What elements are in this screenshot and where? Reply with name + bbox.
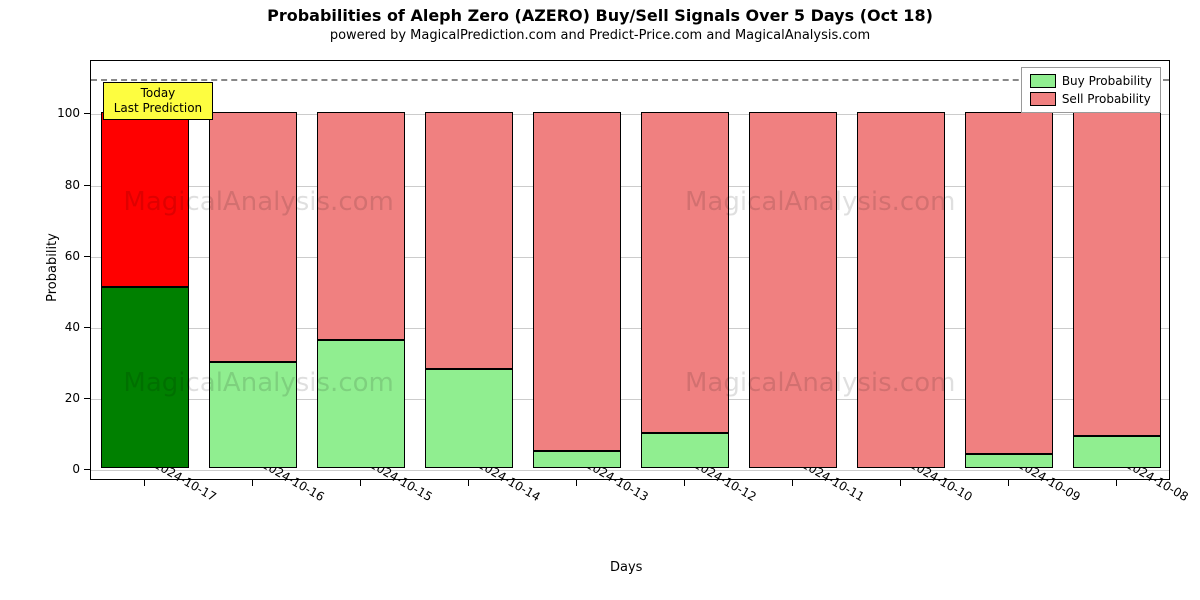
- x-tick-mark: [468, 480, 469, 486]
- x-tick-mark: [576, 480, 577, 486]
- bars-container: [91, 61, 1169, 479]
- bar-group: [641, 59, 730, 479]
- x-tick-mark: [252, 480, 253, 486]
- bar-group: [749, 59, 838, 479]
- x-tick-mark: [360, 480, 361, 486]
- y-tick-mark: [84, 398, 90, 399]
- buy-bar: [317, 340, 406, 468]
- watermark: MagicalAnalysis.com: [685, 368, 955, 398]
- y-tick-mark: [84, 113, 90, 114]
- y-tick-label: 0: [40, 462, 80, 476]
- watermark: MagicalAnalysis.com: [123, 187, 393, 217]
- bar-group: [1073, 59, 1162, 479]
- buy-bar: [641, 433, 730, 469]
- y-tick-mark: [84, 469, 90, 470]
- bar-group: [857, 59, 946, 479]
- sell-bar: [965, 112, 1054, 454]
- legend-item: Buy Probability: [1030, 72, 1152, 90]
- watermark: MagicalAnalysis.com: [685, 187, 955, 217]
- y-tick-mark: [84, 185, 90, 186]
- sell-bar: [1073, 112, 1162, 436]
- chart-subtitle: powered by MagicalPrediction.com and Pre…: [0, 28, 1200, 43]
- today-annotation: Today Last Prediction: [103, 82, 213, 120]
- threshold-line: [91, 79, 1169, 81]
- bar-group: [209, 59, 298, 479]
- legend-swatch: [1030, 92, 1056, 106]
- y-tick-label: 100: [40, 106, 80, 120]
- x-tick-mark: [144, 480, 145, 486]
- x-axis-label: Days: [610, 560, 642, 575]
- buy-bar: [965, 454, 1054, 468]
- sell-bar: [209, 112, 298, 361]
- legend-swatch: [1030, 74, 1056, 88]
- figure: Probabilities of Aleph Zero (AZERO) Buy/…: [0, 0, 1200, 600]
- sell-bar: [533, 112, 622, 450]
- buy-bar: [425, 369, 514, 469]
- y-tick-mark: [84, 256, 90, 257]
- sell-bar: [857, 112, 946, 468]
- sell-bar: [425, 112, 514, 368]
- y-tick-label: 20: [40, 391, 80, 405]
- chart-title: Probabilities of Aleph Zero (AZERO) Buy/…: [0, 6, 1200, 25]
- buy-bar: [533, 451, 622, 469]
- y-tick-label: 40: [40, 320, 80, 334]
- bar-group: [965, 59, 1054, 479]
- bar-group: [317, 59, 406, 479]
- legend: Buy Probability Sell Probability: [1021, 67, 1161, 113]
- y-tick-label: 80: [40, 178, 80, 192]
- plot-area: Buy Probability Sell Probability Today Las…: [90, 60, 1170, 480]
- watermark: MagicalAnalysis.com: [123, 368, 393, 398]
- bar-group: [533, 59, 622, 479]
- x-tick-mark: [684, 480, 685, 486]
- x-tick-mark: [900, 480, 901, 486]
- x-tick-mark: [1116, 480, 1117, 486]
- legend-label: Sell Probability: [1062, 92, 1151, 106]
- x-tick-mark: [792, 480, 793, 486]
- legend-label: Buy Probability: [1062, 74, 1152, 88]
- y-axis-label: Probability: [45, 233, 60, 302]
- sell-bar: [317, 112, 406, 340]
- sell-bar: [749, 112, 838, 468]
- bar-group: [101, 59, 190, 479]
- bar-group: [425, 59, 514, 479]
- y-tick-label: 60: [40, 249, 80, 263]
- y-tick-mark: [84, 327, 90, 328]
- buy-bar: [1073, 436, 1162, 468]
- x-tick-mark: [1008, 480, 1009, 486]
- legend-item: Sell Probability: [1030, 90, 1152, 108]
